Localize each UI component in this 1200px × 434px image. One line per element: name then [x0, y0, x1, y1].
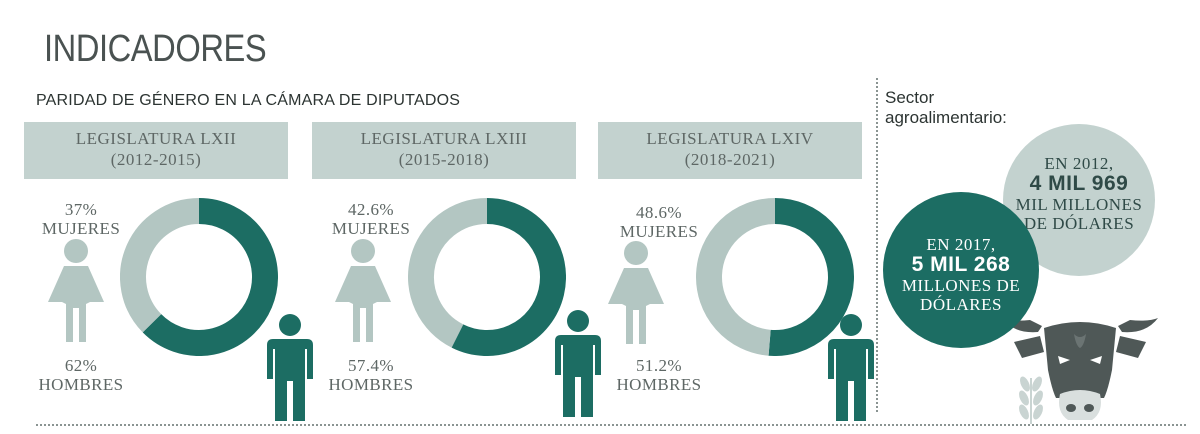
- bubble-2017-currency: DÓLARES: [920, 295, 1002, 314]
- men-stat: 62% HOMBRES: [38, 356, 124, 394]
- legislature-header-lxiii: LEGISLATURA LXIII (2015-2018): [312, 122, 576, 179]
- men-stat: 51.2% HOMBRES: [616, 356, 702, 394]
- women-pct: 42.6%: [348, 200, 394, 219]
- donut-slice-hombres: [142, 198, 278, 356]
- donut-slice-mujeres: [408, 198, 488, 348]
- legislature-name: LEGISLATURA LXIII: [360, 129, 528, 148]
- bubble-2017-amount: 5 MIL 268: [911, 253, 1011, 276]
- woman-icon: [48, 239, 104, 342]
- women-stat: 42.6% MUJERES: [328, 200, 414, 238]
- women-label: MUJERES: [331, 219, 411, 238]
- men-pct: 62%: [64, 356, 98, 375]
- legislature-name: LEGISLATURA LXII: [75, 129, 237, 148]
- men-label: HOMBRES: [616, 375, 702, 394]
- legislature-name: LEGISLATURA LXIV: [646, 129, 814, 148]
- parity-donut: [408, 198, 566, 356]
- donut-slice-hombres: [451, 198, 566, 356]
- women-stat: 48.6% MUJERES: [616, 203, 702, 241]
- men-pct: 51.2%: [636, 356, 682, 375]
- sector-label-line2: agroalimentario:: [885, 108, 1007, 127]
- women-stat: 37% MUJERES: [38, 200, 124, 238]
- section-divider: [876, 78, 878, 412]
- parity-donut: [120, 198, 278, 356]
- men-pct: 57.4%: [348, 356, 394, 375]
- cow-icon: [1002, 318, 1158, 420]
- women-label: MUJERES: [619, 222, 699, 241]
- legislature-period: (2018-2021): [684, 150, 776, 169]
- bottom-divider: [36, 424, 1186, 426]
- men-stat: 57.4% HOMBRES: [328, 356, 414, 394]
- bubble-2017: EN 2017, 5 MIL 268 MILLONES DE DÓLARES: [883, 192, 1039, 348]
- women-label: MUJERES: [41, 219, 121, 238]
- women-pct: 48.6%: [636, 203, 682, 222]
- legislature-period: (2015-2018): [398, 150, 490, 169]
- women-pct: 37%: [64, 200, 98, 219]
- bubble-2012-unit: MIL MILLONES: [1015, 195, 1143, 214]
- man-icon: [828, 314, 874, 421]
- man-icon: [267, 314, 313, 421]
- woman-icon: [608, 241, 664, 344]
- legislature-period: (2012-2015): [110, 150, 202, 169]
- sector-label: Sector agroalimentario:: [885, 88, 1007, 128]
- legislature-header-lxiv: LEGISLATURA LXIV (2018-2021): [598, 122, 862, 179]
- man-icon: [555, 310, 601, 417]
- bubble-2012-amount: 4 MIL 969: [1029, 172, 1129, 195]
- men-label: HOMBRES: [328, 375, 414, 394]
- bubble-2017-unit: MILLONES DE: [901, 276, 1021, 295]
- legislature-header-lxii: LEGISLATURA LXII (2012-2015): [24, 122, 288, 179]
- donut-slice-mujeres: [120, 198, 200, 333]
- bubble-2012-currency: DE DÓLARES: [1023, 214, 1135, 233]
- donut-slice-mujeres: [696, 198, 776, 356]
- sector-label-line1: Sector: [885, 88, 935, 107]
- men-label: HOMBRES: [38, 375, 124, 394]
- parity-donut: [696, 198, 854, 356]
- wheat-icon: [1019, 376, 1043, 424]
- bubble-2012-year: EN 2012,: [1044, 154, 1114, 173]
- woman-icon: [335, 239, 391, 342]
- bubble-2017-year: EN 2017,: [926, 235, 996, 254]
- section-subtitle: PARIDAD DE GÉNERO EN LA CÁMARA DE DIPUTA…: [36, 92, 461, 109]
- donut-slice-hombres: [768, 198, 854, 356]
- page-title: INDICADORES: [44, 28, 267, 70]
